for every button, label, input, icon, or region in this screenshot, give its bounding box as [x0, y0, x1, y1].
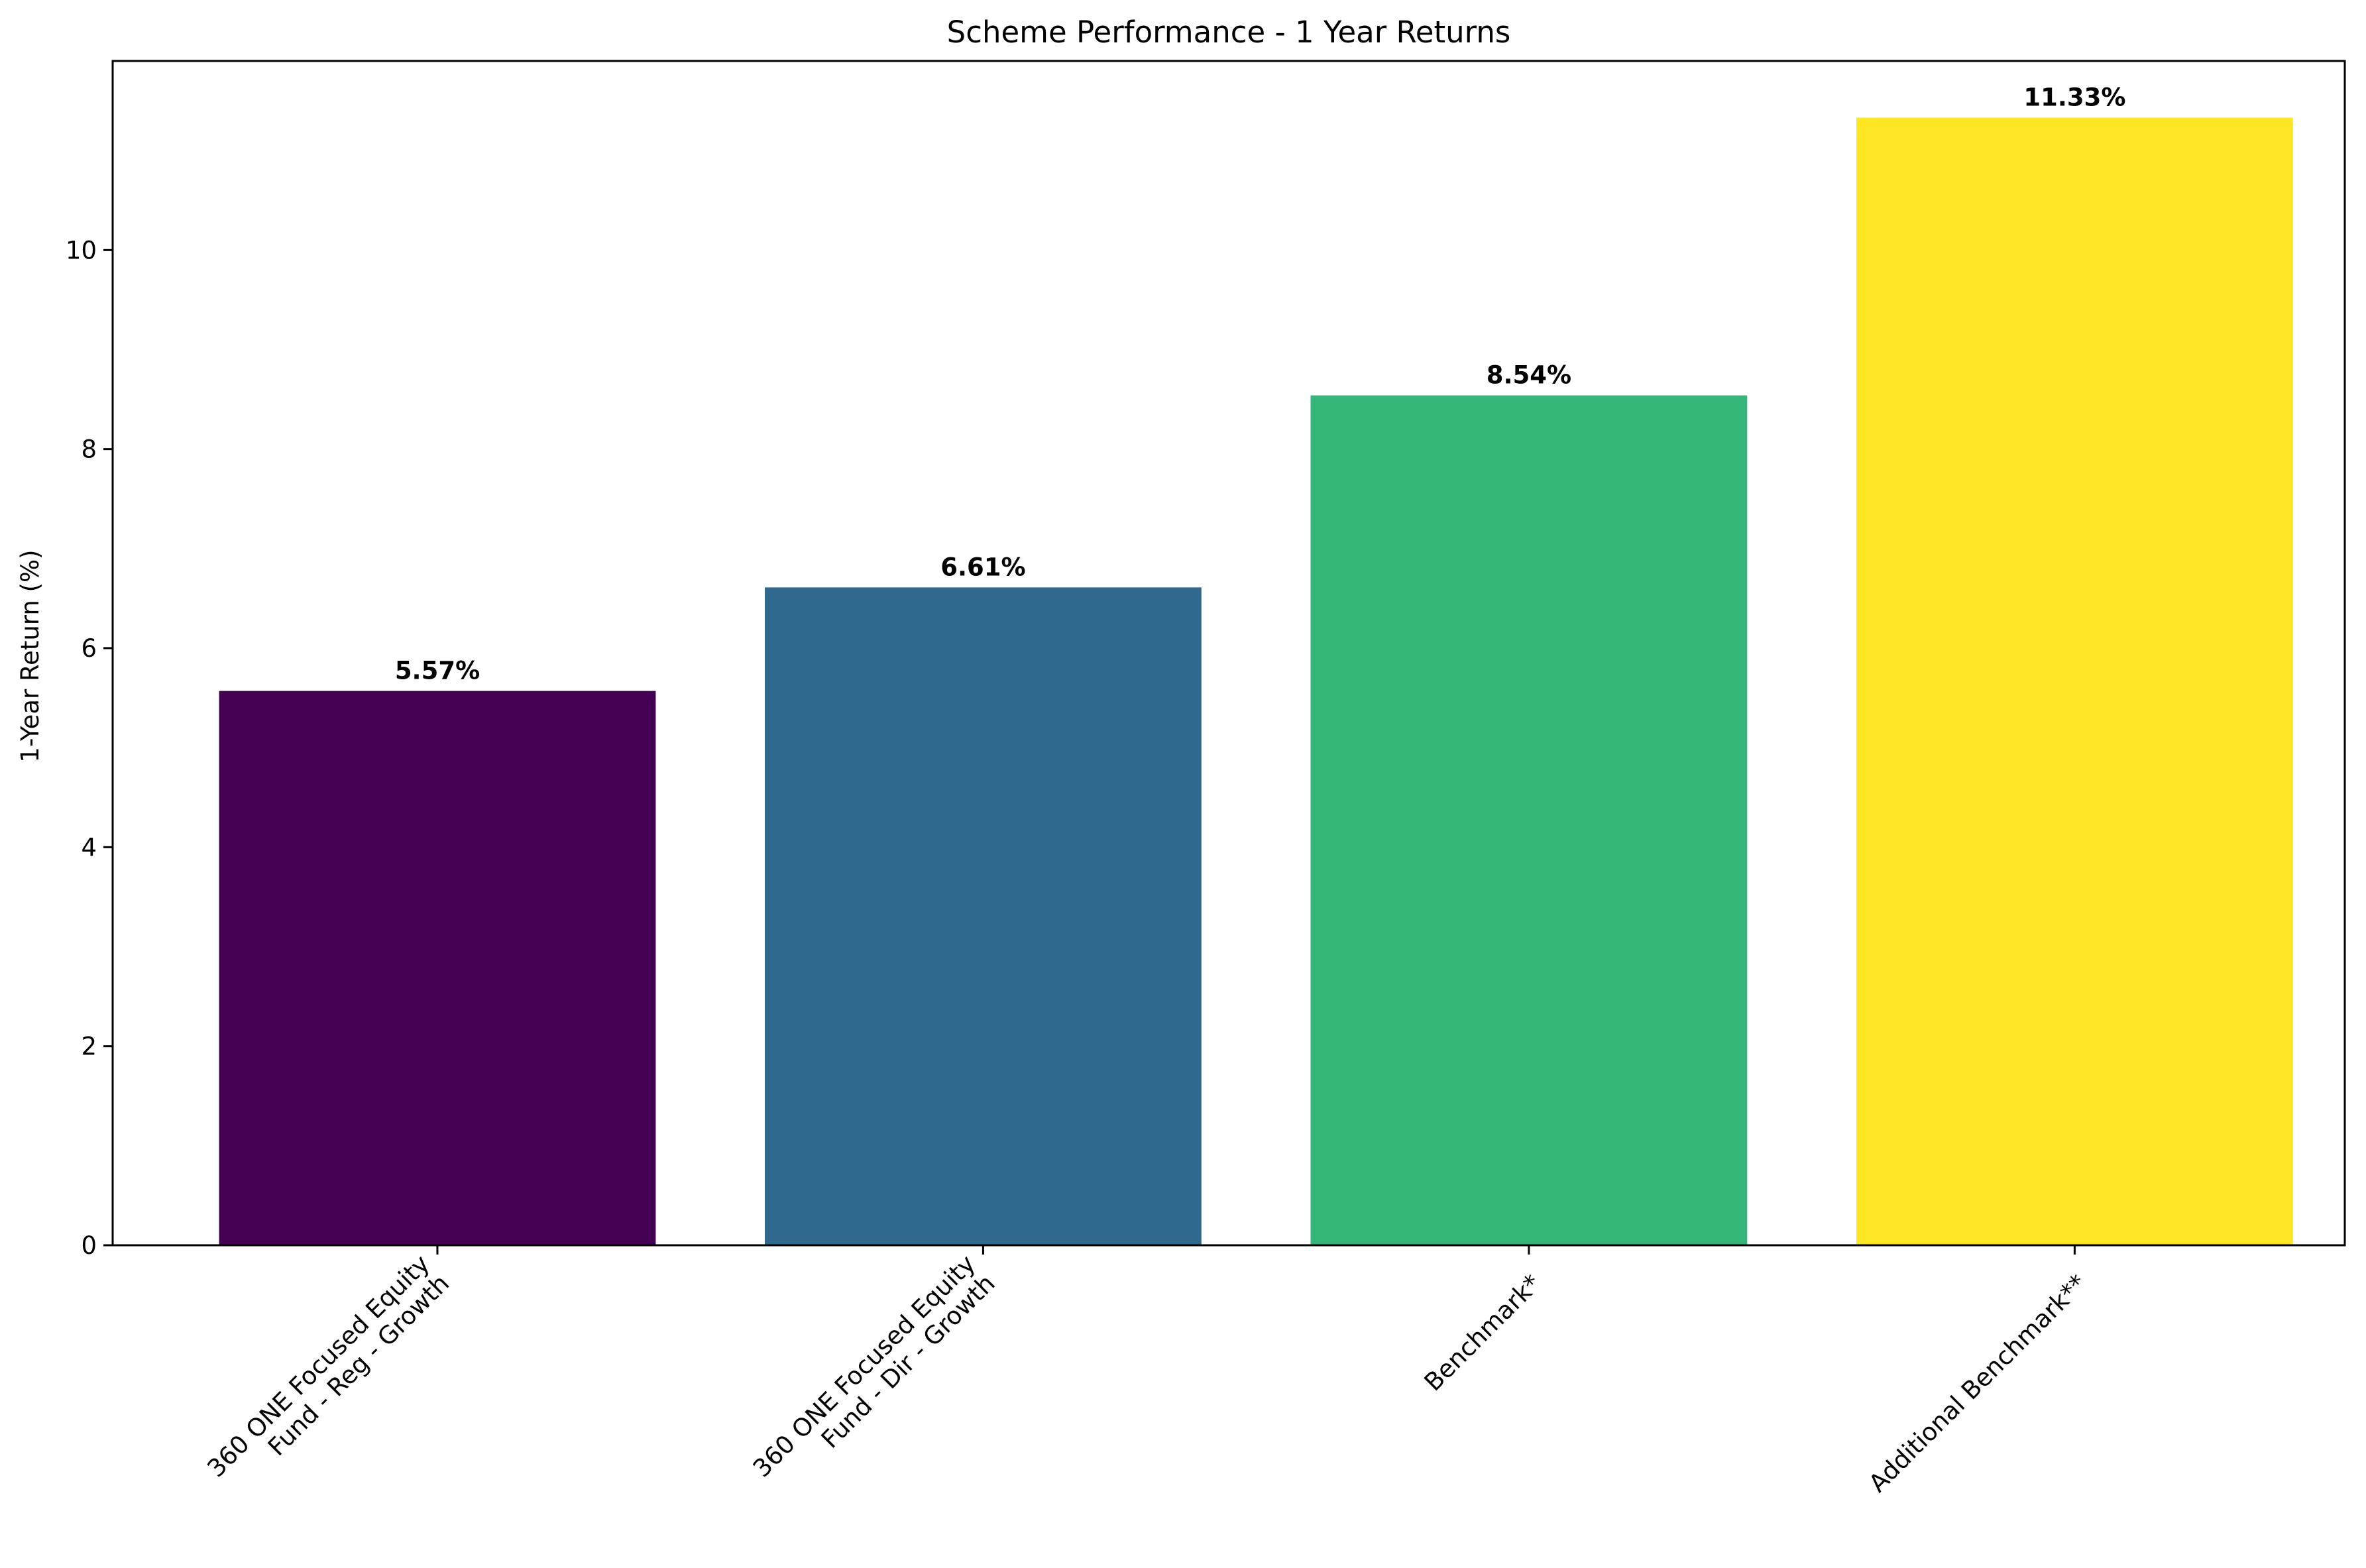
x-tick-label: 360 ONE Focused EquityFund - Reg - Growt… [201, 1249, 455, 1502]
x-tick-label-line: Fund - Reg - Growth [262, 1269, 455, 1461]
x-tick-label: 360 ONE Focused EquityFund - Dir - Growt… [748, 1249, 1001, 1502]
y-tick-label: 10 [66, 236, 97, 264]
bar [1856, 117, 2293, 1246]
x-tick-label-line: Additional Benchmark** [1863, 1269, 2092, 1498]
x-tick-label: Additional Benchmark** [1863, 1269, 2092, 1498]
bar [1310, 395, 1748, 1245]
x-tick-label-line: 360 ONE Focused Equity [201, 1249, 435, 1483]
x-tick-label-line: Fund - Dir - Growth [816, 1269, 1001, 1454]
y-tick-label: 8 [81, 435, 97, 464]
plot-area: 5.57%360 ONE Focused EquityFund - Reg - … [66, 60, 2346, 1502]
data-label: 6.61% [940, 553, 1025, 581]
bar [765, 587, 1202, 1245]
x-tick-label-line: 360 ONE Focused Equity [748, 1249, 981, 1483]
y-tick-label: 2 [81, 1033, 97, 1061]
x-tick-label-line: Benchmark* [1419, 1269, 1547, 1397]
x-tick-label: Benchmark* [1419, 1269, 1547, 1397]
data-label: 11.33% [2023, 84, 2125, 112]
plot-frame [111, 60, 2346, 1247]
y-tick-label: 4 [81, 833, 97, 862]
y-tick-label: 0 [81, 1231, 97, 1260]
y-tick-label: 6 [81, 634, 97, 663]
y-axis-label: 1-Year Return (%) [16, 549, 44, 762]
data-label: 5.57% [395, 657, 480, 685]
chart-title: Scheme Performance - 1 Year Returns [947, 15, 1511, 50]
data-label: 8.54% [1487, 361, 1571, 390]
bar [219, 691, 656, 1245]
